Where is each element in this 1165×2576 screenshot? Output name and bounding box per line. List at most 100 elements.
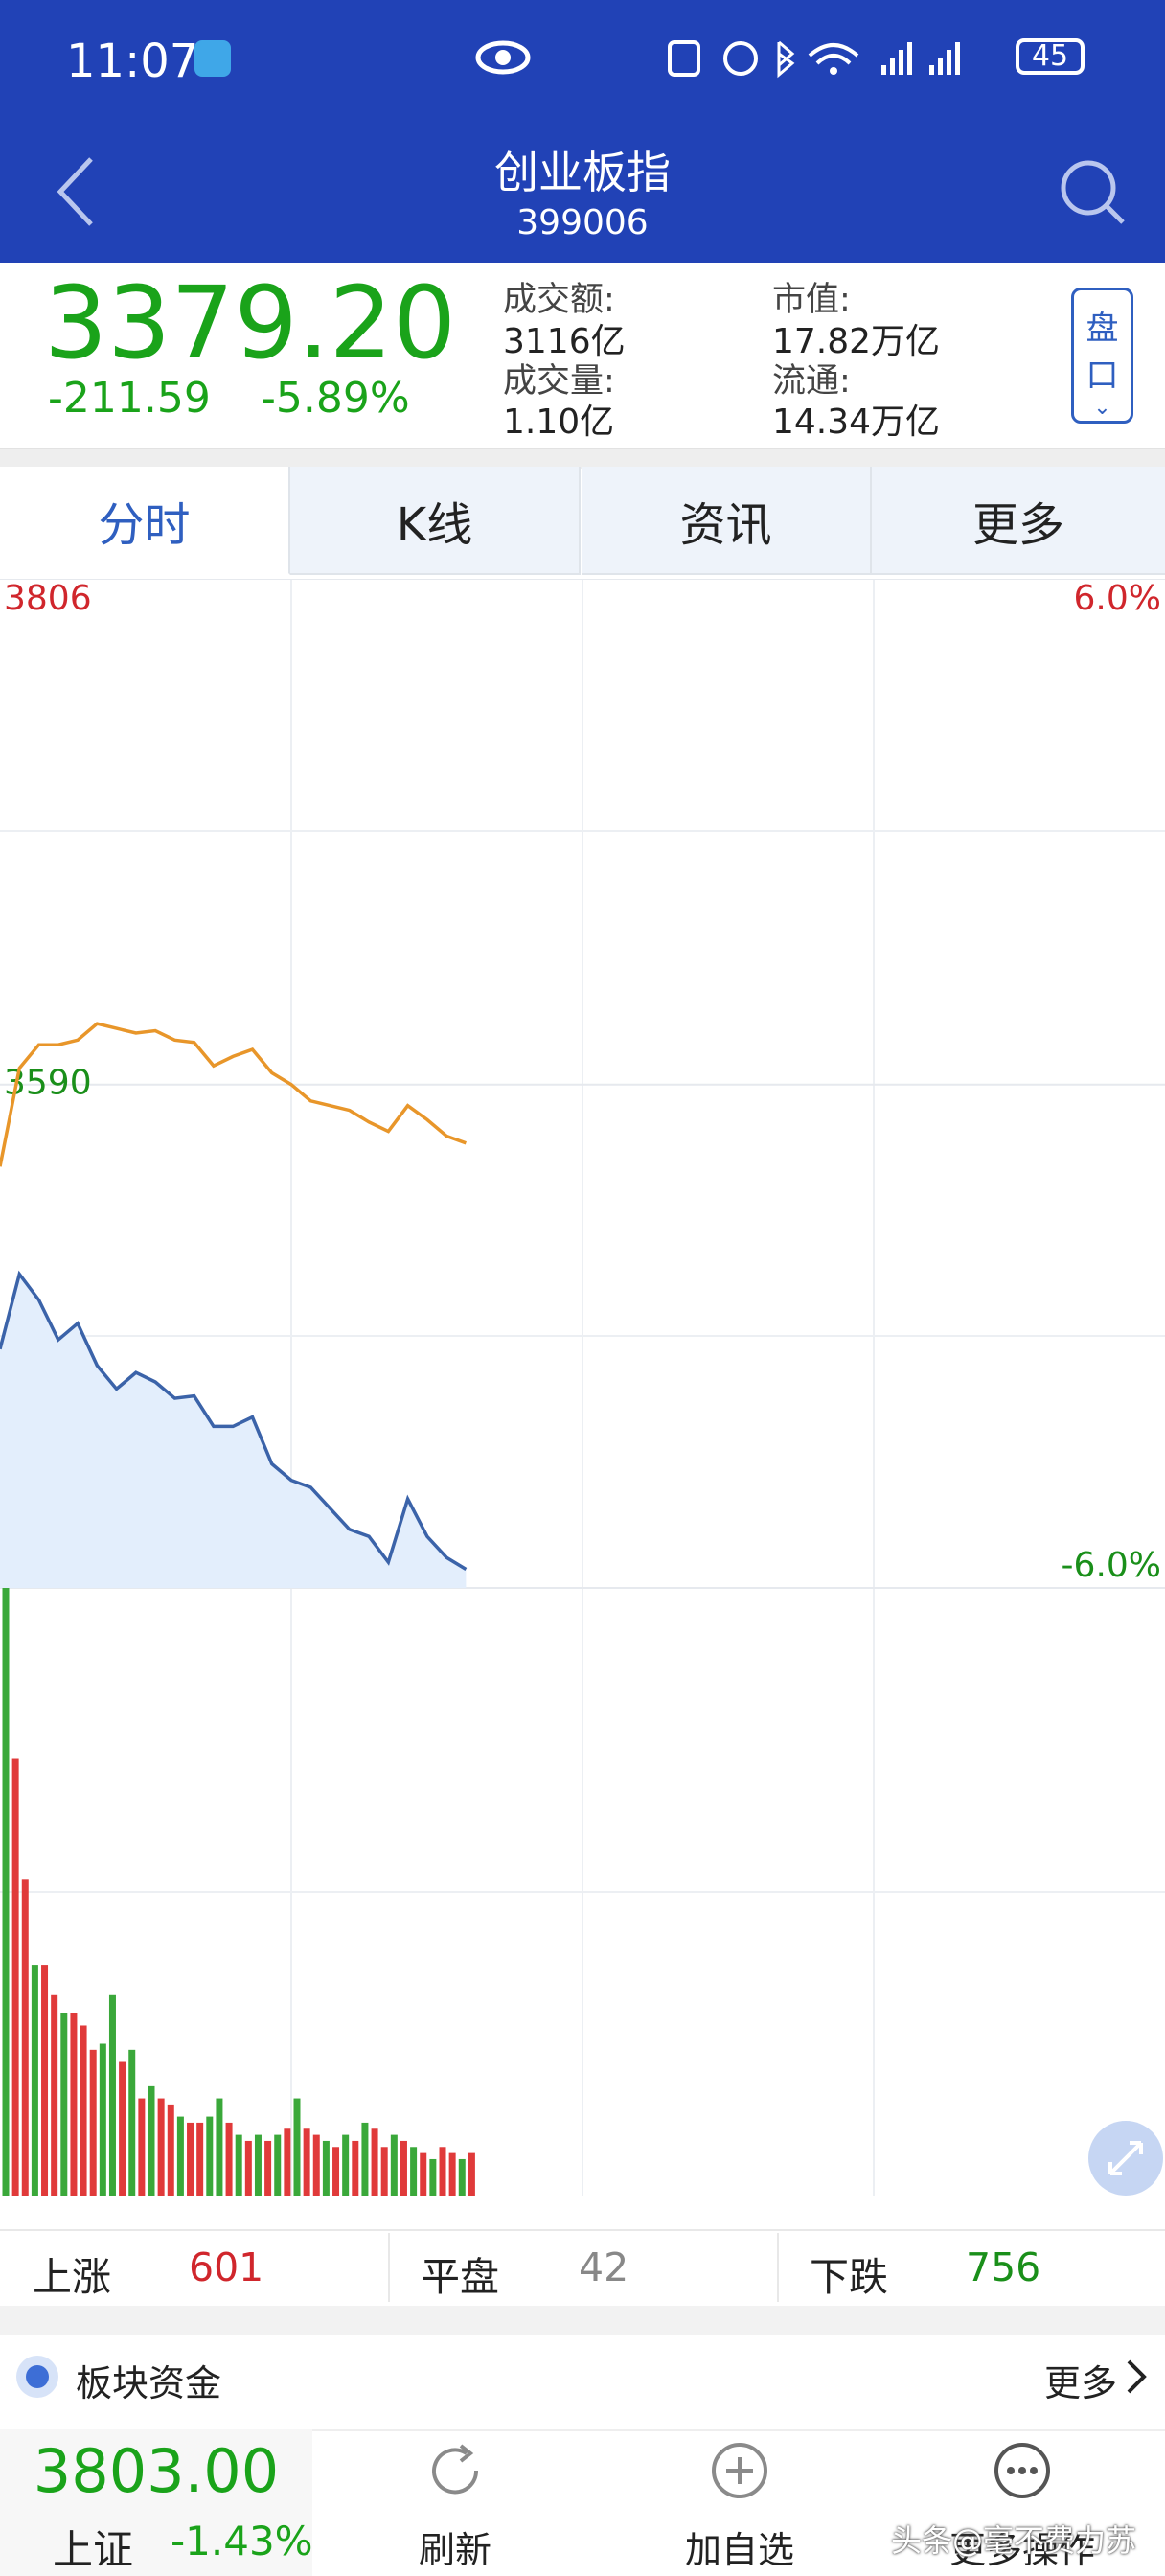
volume-bar: [31, 1965, 38, 2196]
more-link[interactable]: 更多: [1043, 2362, 1117, 2404]
stat-label: 成交额:: [503, 281, 615, 319]
stat-value: 17.82万亿: [772, 322, 941, 361]
tab[interactable]: K线: [290, 467, 581, 575]
price-change: -211.59: [48, 374, 211, 423]
breadth-value: 756: [966, 2244, 1041, 2290]
y2-tick-label: 6.0%: [1074, 579, 1161, 618]
layout-grid: [0, 579, 1165, 2196]
volume-bar: [284, 2128, 291, 2196]
more-icon: [994, 2443, 1050, 2498]
button-text: 口: [1085, 356, 1119, 395]
volume-bar: [128, 2049, 136, 2196]
volume-bar: [244, 2140, 252, 2196]
volume-bar: [410, 2147, 418, 2196]
volume-bar: [89, 2049, 97, 2196]
volume-bar: [429, 2158, 437, 2196]
volume-bar: [303, 2128, 310, 2196]
volume-bar: [148, 2085, 155, 2196]
index-name: 上证: [53, 2526, 134, 2573]
volume-bar: [274, 2134, 282, 2196]
order-book-button[interactable]: 盘 口 ⌄: [1071, 288, 1133, 424]
volume-bar: [216, 2098, 223, 2196]
action-button[interactable]: 刷新: [418, 2529, 491, 2571]
price: 3379.20: [43, 264, 457, 381]
section-icon: [16, 2356, 58, 2398]
action-bar: [312, 2429, 1165, 2576]
divider: [0, 448, 1165, 469]
header-bar: [0, 0, 1165, 263]
volume-bar: [80, 2025, 87, 2196]
index-change: -1.43%: [171, 2518, 313, 2564]
price-area: [0, 1274, 467, 1588]
volume-bar: [41, 1965, 49, 2196]
tab[interactable]: 更多: [872, 467, 1165, 575]
volume-bar: [468, 2152, 475, 2196]
volume-bar: [206, 2116, 214, 2196]
volume-bar: [2, 1588, 10, 2196]
volume-bar: [21, 1879, 29, 2196]
volume-bar: [187, 2122, 194, 2196]
volume-bar: [439, 2147, 446, 2196]
breadth-label: 平盘: [421, 2254, 499, 2300]
search-button[interactable]: [1054, 153, 1131, 230]
volume-bar: [420, 2152, 427, 2196]
section-title: 板块资金: [76, 2362, 222, 2404]
separator: [777, 2233, 779, 2302]
battery: 45: [1016, 38, 1085, 75]
volume-bar: [254, 2134, 262, 2196]
tab[interactable]: 分时: [0, 467, 290, 575]
action-button[interactable]: 更多操作: [948, 2529, 1095, 2571]
price-change-pct: -5.89%: [261, 374, 410, 423]
volume-bar: [119, 2061, 126, 2196]
status-time: 11:07: [66, 34, 199, 88]
add-icon: [712, 2443, 767, 2498]
volume-bar: [235, 2134, 242, 2196]
button-text: 盘: [1085, 310, 1119, 348]
volume-bar: [176, 2116, 184, 2196]
breadth-value: 42: [579, 2244, 629, 2290]
volume-bar: [448, 2152, 456, 2196]
volume-bar: [293, 2098, 301, 2196]
intraday-chart: 337535903806-6.0%6.0%: [0, 579, 1165, 2196]
volume-bar: [108, 1994, 116, 2196]
volume-bar: [312, 2134, 320, 2196]
volume-bar: [352, 2140, 359, 2196]
breadth-label: 下跌: [810, 2254, 888, 2300]
chevron: [1127, 2359, 1147, 2394]
watermark: 头条@毫不费力苏: [891, 2522, 1137, 2559]
stat-value: 14.34万亿: [772, 402, 941, 442]
index-card[interactable]: [0, 2429, 312, 2576]
volume-bar: [332, 2147, 340, 2196]
volume-bar: [322, 2140, 330, 2196]
action-button[interactable]: 加自选: [684, 2529, 794, 2571]
stat-label: 市值:: [772, 281, 851, 319]
volume-bar: [458, 2158, 466, 2196]
app-icon: [194, 40, 231, 77]
y-tick-label: 3806: [4, 579, 92, 618]
series-line: [0, 1022, 467, 1167]
stat-label: 流通:: [772, 362, 851, 401]
stat-label: 成交量:: [503, 362, 615, 401]
back-button[interactable]: [53, 153, 101, 230]
volume-bar: [157, 2098, 165, 2196]
breadth-value: 601: [189, 2244, 264, 2290]
volume-bar: [342, 2134, 350, 2196]
divider: [0, 2306, 1165, 2334]
volume-bar: [196, 2122, 204, 2196]
refresh-icon: [432, 2444, 479, 2495]
expand-button[interactable]: [1087, 2120, 1164, 2196]
volume-bar: [225, 2122, 233, 2196]
volume-bar: [400, 2140, 407, 2196]
status-icons: [668, 40, 960, 79]
volume-bar: [60, 2012, 68, 2196]
index-code: 399006: [516, 203, 649, 242]
chevron: ⌄: [1093, 396, 1111, 420]
volume-bar: [380, 2147, 388, 2196]
tab[interactable]: 资讯: [582, 467, 872, 575]
series-line: [0, 1270, 468, 1571]
volume-bar: [99, 2043, 106, 2196]
separator: [388, 2233, 390, 2302]
stat-value: 1.10亿: [503, 402, 615, 442]
breadth-label: 上涨: [33, 2254, 111, 2300]
